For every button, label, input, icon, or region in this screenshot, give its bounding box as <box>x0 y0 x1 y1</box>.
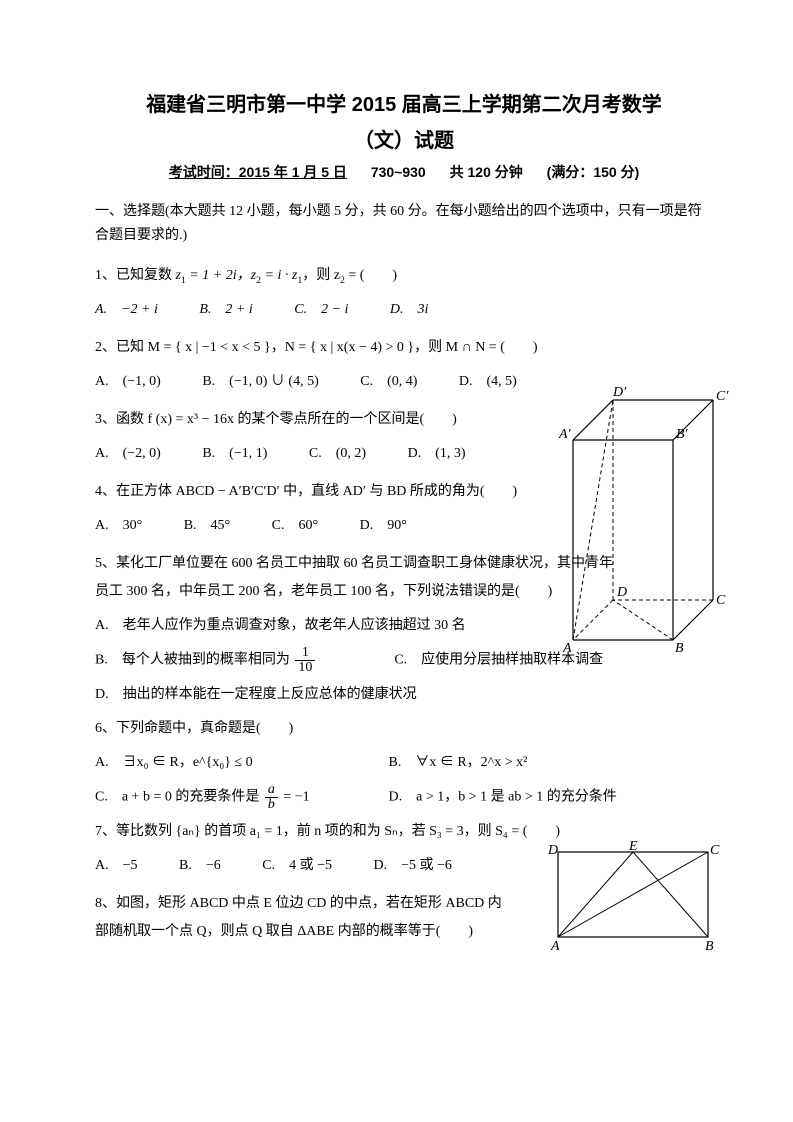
q6-opts-row2: C. a + b = 0 的充要条件是 ab = −1 D. a > 1，b >… <box>95 783 713 812</box>
q1-opt-d: D. 3i <box>390 296 429 324</box>
q6-stem: 6、下列命题中，真命题是( ) <box>95 715 713 743</box>
q6-opts-row1: A. ∃x₀ ∈ R，e^{x₀} ≤ 0 B. ∀x ∈ R，2^x > x² <box>95 749 713 777</box>
q1-eq2b: ，则 z <box>302 268 340 283</box>
rect-figure: A B C D E <box>543 842 723 952</box>
q5-opt-d: D. 抽出的样本能在一定程度上反应总体的健康状况 <box>95 681 713 709</box>
q6-c-pre: C. a + b = 0 的充要条件是 <box>95 790 263 805</box>
q1-stem: 1、已知复数 z1 = 1 + 2i，z2 = i · z1，则 z2 = ( … <box>95 262 713 290</box>
q3-opt-c: C. (0, 2) <box>309 440 366 468</box>
exam-duration: 共 120 分钟 <box>450 164 523 180</box>
q3-opt-d: D. (1, 3) <box>408 440 466 468</box>
cube-label-d: D <box>616 585 627 600</box>
rect-label-b: B <box>705 939 714 954</box>
cube-label-cp: C′ <box>716 389 729 404</box>
cube-label-bp: B′ <box>676 427 689 442</box>
q6-c-den: b <box>265 798 278 812</box>
q7-opt-a: A. −5 <box>95 852 138 880</box>
q6-c-frac: ab <box>265 783 278 812</box>
q4-opt-c: C. 60° <box>272 512 318 540</box>
q5-opt-bc-row: B. 每个人被抽到的概率相同为 110 C. 应使用分层抽样抽取样本调查 <box>95 646 713 675</box>
q6-opt-b: B. ∀x ∈ R，2^x > x² <box>389 755 528 770</box>
q7-opt-d: D. −5 或 −6 <box>373 852 451 880</box>
rect-label-e: E <box>628 839 638 854</box>
q2-opt-a: A. (−1, 0) <box>95 368 161 396</box>
q3-opt-b: B. (−1, 1) <box>202 440 267 468</box>
exam-fullmark: (满分：150 分) <box>547 164 640 180</box>
q2-opt-d: D. (4, 5) <box>459 368 517 396</box>
q6-c-post: = −1 <box>280 790 310 805</box>
cube-label-dp: D′ <box>612 385 627 400</box>
exam-title-line1: 福建省三明市第一中学 2015 届高三上学期第二次月考数学 <box>95 90 713 120</box>
cube-label-ap: A′ <box>558 427 572 442</box>
exam-slot: 730~930 <box>371 164 426 180</box>
q1-text: 1、已知复数 <box>95 268 176 283</box>
q2-opt-b: B. (−1, 0) ∪ (4, 5) <box>202 368 318 396</box>
q6-opt-a: A. ∃x₀ ∈ R，e^{x₀} ≤ 0 <box>95 749 385 777</box>
q5-opt-c: C. 应使用分层抽样抽取样本调查 <box>394 653 603 668</box>
q1-eq1: = 1 + 2i， <box>186 268 251 283</box>
q1-eq2a: = i · z <box>261 268 297 283</box>
cube-label-b: B <box>675 641 684 656</box>
cube-label-a: A <box>562 641 572 656</box>
q2-opt-c: C. (0, 4) <box>360 368 417 396</box>
q4-opt-a: A. 30° <box>95 512 142 540</box>
q1-options: A. −2 + i B. 2 + i C. 2 − i D. 3i <box>95 296 713 324</box>
q5-b-den: 10 <box>295 661 315 675</box>
q1-opt-b: B. 2 + i <box>199 296 252 324</box>
rect-label-c: C <box>710 843 720 858</box>
exam-title-line2: （文）试题 <box>95 126 713 156</box>
q5-opt-b-pre: B. 每个人被抽到的概率相同为 <box>95 653 293 668</box>
q6-c-num: a <box>265 783 278 798</box>
q4-opt-b: B. 45° <box>184 512 230 540</box>
q1-opt-a: A. −2 + i <box>95 296 158 324</box>
q6-opt-c: C. a + b = 0 的充要条件是 ab = −1 <box>95 783 385 812</box>
exam-date: 考试时间：2015 年 1 月 5 日 <box>169 164 347 180</box>
rect-label-d: D <box>547 843 558 858</box>
rect-label-a: A <box>550 939 560 954</box>
q5-opt-b-frac: 110 <box>295 646 315 675</box>
q7-opt-b: B. −6 <box>179 852 221 880</box>
cube-label-c: C <box>716 593 726 608</box>
exam-info-row: 考试时间：2015 年 1 月 5 日 730~930 共 120 分钟 (满分… <box>95 162 713 182</box>
q1-opt-c: C. 2 − i <box>294 296 348 324</box>
q1-eq2c: = ( ) <box>345 268 397 283</box>
q3-opt-a: A. (−2, 0) <box>95 440 161 468</box>
q5-b-num: 1 <box>295 646 315 661</box>
section-a-intro: 一、选择题(本大题共 12 小题，每小题 5 分，共 60 分。在每小题给出的四… <box>95 200 713 248</box>
q2-stem: 2、已知 M = { x | −1 < x < 5 }，N = { x | x(… <box>95 334 713 362</box>
cube-figure: A B C D A′ B′ C′ D′ <box>563 390 723 650</box>
q7-opt-c: C. 4 或 −5 <box>262 852 332 880</box>
q4-opt-d: D. 90° <box>360 512 407 540</box>
q6-opt-d: D. a > 1，b > 1 是 ab > 1 的充分条件 <box>389 790 617 805</box>
